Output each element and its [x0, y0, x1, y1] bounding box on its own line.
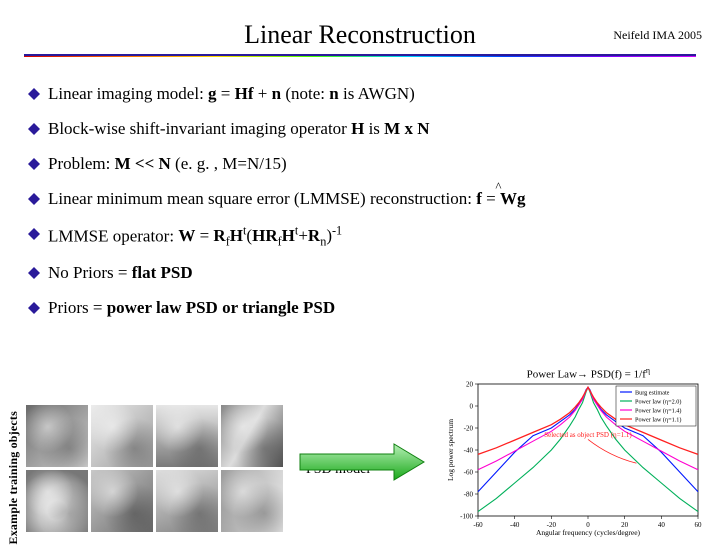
svg-text:Log power spectrum: Log power spectrum	[446, 419, 455, 481]
svg-text:20: 20	[466, 381, 474, 389]
svg-text:-100: -100	[460, 513, 473, 521]
thumbnail	[156, 405, 218, 467]
text: M << N	[115, 154, 171, 173]
svg-text:Burg estimate: Burg estimate	[635, 390, 670, 397]
text: No Priors =	[48, 263, 132, 282]
thumbnail	[91, 405, 153, 467]
diamond-bullet-icon	[28, 267, 40, 279]
svg-text:-40: -40	[510, 521, 520, 529]
bullet-text: Block-wise shift-invariant imaging opera…	[48, 118, 430, 141]
text: power law PSD or triangle PSD	[107, 298, 335, 317]
svg-text:Power law (η=1.4): Power law (η=1.4)	[635, 408, 681, 415]
text: η	[646, 366, 650, 375]
svg-text:60: 60	[695, 521, 703, 529]
bullet-text: Linear minimum mean square error (LMMSE)…	[48, 188, 525, 211]
text: (note:	[281, 84, 329, 103]
arrow-icon	[296, 440, 426, 484]
bullet-text: Linear imaging model: g = Hf + n (note: …	[48, 83, 415, 106]
arrow-glyph-icon: →	[577, 369, 588, 381]
bullet-item: Linear minimum mean square error (LMMSE)…	[28, 188, 692, 211]
text: Block-wise shift-invariant imaging opera…	[48, 119, 351, 138]
thumbnail	[221, 470, 283, 532]
svg-text:Power law (η=1.1): Power law (η=1.1)	[635, 417, 681, 424]
chart-title: Power Law→ PSD(f) = 1/fη	[527, 366, 650, 381]
text: is	[364, 119, 384, 138]
text: LMMSE operator:	[48, 226, 178, 245]
page-title: Linear Reconstruction	[0, 20, 720, 50]
thumbnail	[26, 405, 88, 467]
svg-text:Angular frequency (cycles/degr: Angular frequency (cycles/degree)	[536, 528, 641, 537]
bullet-text: LMMSE operator: W = RfHt(HRfHt+Rn)-1	[48, 223, 342, 251]
lower-region: Example training objects PSD model Power…	[0, 378, 720, 552]
svg-text:-80: -80	[464, 491, 474, 499]
svg-text:-60: -60	[473, 521, 483, 529]
text: Power Law	[527, 369, 577, 381]
bullet-text: Problem: M << N (e. g. , M=N/15)	[48, 153, 287, 176]
svg-text:Power law (η=2.0): Power law (η=2.0)	[635, 399, 681, 406]
diamond-bullet-icon	[28, 88, 40, 100]
psd-chart: Power Law→ PSD(f) = 1/fη -60-40-20020406…	[444, 368, 706, 538]
text: H	[351, 119, 364, 138]
bullet-item: No Priors = flat PSD	[28, 262, 692, 285]
svg-text:0: 0	[470, 403, 474, 411]
thumbnail	[156, 470, 218, 532]
bullet-item: Linear imaging model: g = Hf + n (note: …	[28, 83, 692, 106]
text: (e. g. , M=N/15)	[171, 154, 287, 173]
text: M x N	[384, 119, 429, 138]
hat-symbol: ^	[495, 178, 501, 196]
text: Linear imaging model:	[48, 84, 208, 103]
text: Linear minimum mean square error (LMMSE)…	[48, 189, 476, 208]
formula: W = RfHt(HRfHt+Rn)-1	[178, 226, 342, 245]
header-right: Neifeld IMA 2005	[613, 28, 702, 43]
bullet-list: Linear imaging model: g = Hf + n (note: …	[28, 83, 692, 320]
sidebar-label: Example training objects	[6, 411, 21, 544]
chart-svg: -60-40-200204060-100-80-60-40-20020Angul…	[444, 368, 706, 538]
bullet-text: Priors = power law PSD or triangle PSD	[48, 297, 335, 320]
text: Problem:	[48, 154, 115, 173]
text: is AWGN)	[339, 84, 415, 103]
bullet-item: LMMSE operator: W = RfHt(HRfHt+Rn)-1	[28, 223, 692, 251]
svg-text:40: 40	[658, 521, 666, 529]
diamond-bullet-icon	[28, 193, 40, 205]
bullet-item: Priors = power law PSD or triangle PSD	[28, 297, 692, 320]
svg-text:-20: -20	[464, 425, 474, 433]
bullet-text: No Priors = flat PSD	[48, 262, 193, 285]
diamond-bullet-icon	[28, 158, 40, 170]
text: n	[329, 84, 338, 103]
thumbnail	[221, 405, 283, 467]
thumbnail	[91, 470, 153, 532]
formula: g = Hf + n	[208, 84, 281, 103]
thumbnail	[26, 470, 88, 532]
text: PSD(f) = 1/f	[588, 369, 646, 381]
svg-text:-60: -60	[464, 469, 474, 477]
diamond-bullet-icon	[28, 302, 40, 314]
svg-text:-40: -40	[464, 447, 474, 455]
bullet-item: Block-wise shift-invariant imaging opera…	[28, 118, 692, 141]
text: Priors =	[48, 298, 107, 317]
diamond-bullet-icon	[28, 123, 40, 135]
title-underline	[24, 54, 696, 57]
bullet-item: Problem: M << N (e. g. , M=N/15)	[28, 153, 692, 176]
svg-text:Selected as object PSD (η=1.1): Selected as object PSD (η=1.1)	[544, 431, 632, 439]
text: flat PSD	[132, 263, 193, 282]
diamond-bullet-icon	[28, 228, 40, 240]
thumbnail-grid	[26, 405, 283, 532]
